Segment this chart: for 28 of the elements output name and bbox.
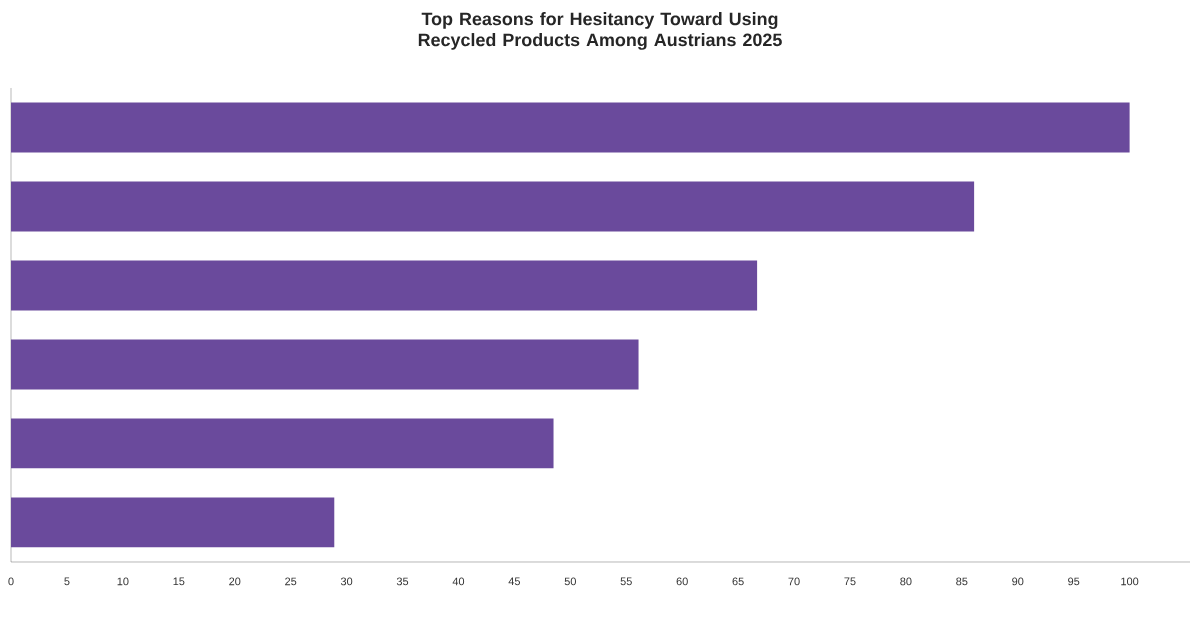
x-tick-label: 35 <box>396 577 409 586</box>
bar <box>11 102 1130 153</box>
bar <box>11 339 639 390</box>
x-tick-label: 85 <box>956 577 968 586</box>
x-tick-label: 40 <box>452 577 465 586</box>
x-tick-label: 90 <box>1012 577 1024 586</box>
x-tick-label: 55 <box>620 577 632 586</box>
bar <box>11 181 975 232</box>
x-tick-label: 20 <box>229 577 241 586</box>
x-tick-label: 100 <box>1121 577 1139 586</box>
x-tick-label: 60 <box>676 577 688 586</box>
x-tick-label: 80 <box>900 577 912 586</box>
bar <box>11 260 758 311</box>
x-tick-label: 70 <box>788 577 800 586</box>
x-tick-label: 25 <box>285 577 297 586</box>
x-tick-label: 5 <box>64 577 70 586</box>
x-tick-label: 75 <box>844 577 856 586</box>
bar <box>11 497 335 548</box>
x-tick-label: 0 <box>8 577 14 586</box>
x-tick-label: 95 <box>1068 577 1080 586</box>
x-tick-label: 10 <box>117 577 129 586</box>
x-tick-label: 45 <box>508 577 520 586</box>
x-tick-label: 15 <box>173 577 185 586</box>
x-tick-label: 50 <box>564 577 576 586</box>
bar <box>11 418 554 469</box>
x-tick-label: 30 <box>340 577 353 586</box>
chart-title: Top Reasons for Hesitancy Toward Using Recycled Products Among Austrians 2025 <box>418 12 782 50</box>
x-tick-label: 65 <box>732 577 744 586</box>
